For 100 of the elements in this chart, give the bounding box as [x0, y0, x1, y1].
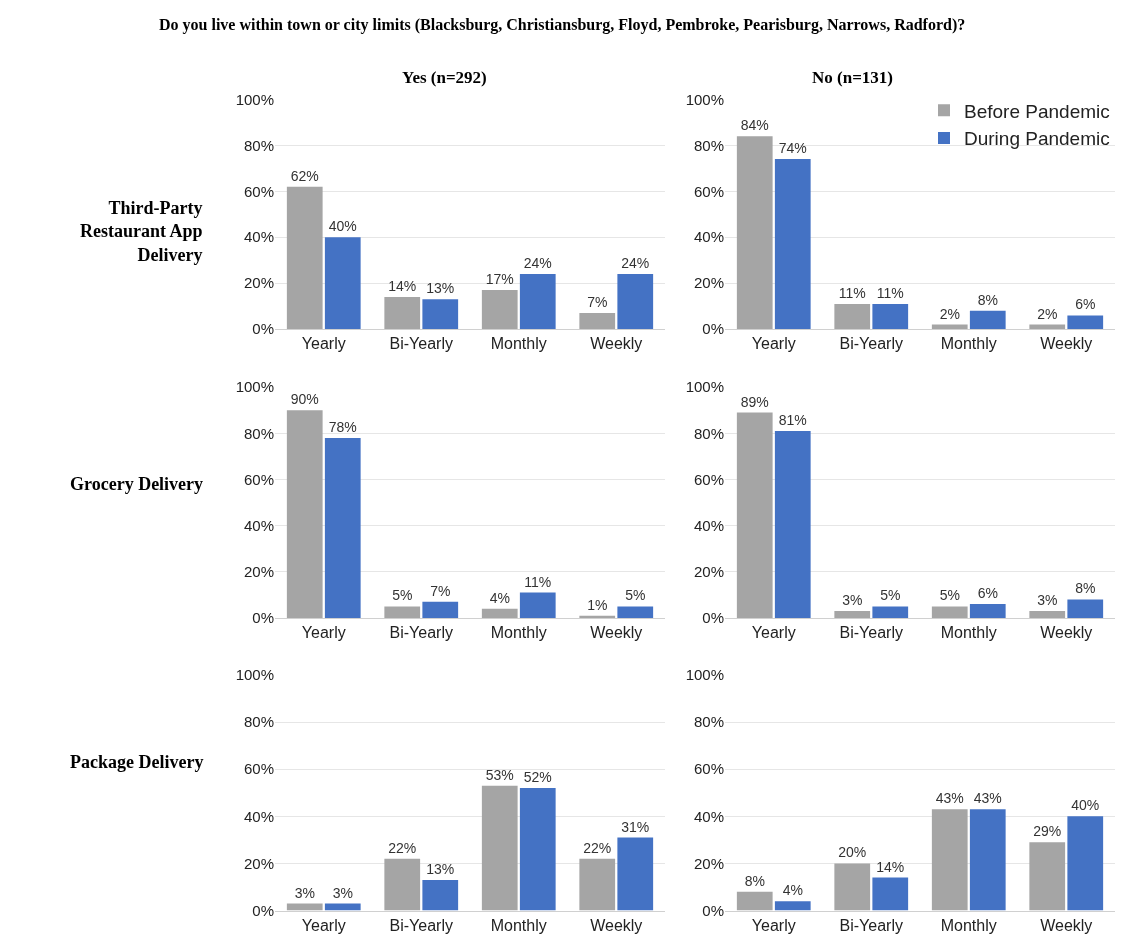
y-tick-label: 60% [243, 182, 274, 200]
bar [519, 592, 556, 618]
bar [931, 606, 968, 618]
bar [481, 290, 518, 330]
y-tick-label: 80% [693, 136, 724, 154]
x-tick-label: Weekly [590, 335, 643, 353]
x-tick-label: Monthly [940, 916, 997, 934]
y-axis-title: Package Delivery [70, 752, 204, 772]
data-label: 11% [524, 573, 552, 590]
data-label: 74% [778, 140, 807, 157]
data-label: 89% [740, 393, 769, 410]
x-tick-label: Bi-Yearly [389, 916, 453, 934]
data-label: 8% [1075, 580, 1096, 597]
bar [969, 604, 1006, 618]
bar [422, 601, 459, 618]
data-label: 20% [838, 844, 867, 861]
bar [931, 809, 968, 911]
x-tick-label: Yearly [301, 335, 346, 353]
data-label: 78% [328, 418, 357, 435]
data-label: 4% [489, 589, 510, 606]
x-tick-label: Bi-Yearly [839, 916, 903, 934]
x-tick-label: Monthly [490, 916, 547, 934]
y-axis-title: Grocery Delivery [70, 474, 204, 494]
data-label: 13% [426, 860, 455, 877]
legend-label: Before Pandemic [964, 100, 1110, 122]
data-label: 3% [842, 592, 863, 609]
x-tick-label: Weekly [590, 916, 643, 934]
x-tick-label: Monthly [490, 335, 547, 353]
data-label: 22% [583, 839, 612, 856]
legend-label: During Pandemic [964, 128, 1110, 150]
x-tick-label: Bi-Yearly [389, 335, 453, 353]
y-tick-label: 20% [243, 274, 274, 292]
data-label: 4% [782, 882, 803, 899]
y-tick-label: 20% [243, 854, 274, 872]
y-tick-label: 80% [243, 136, 274, 154]
bar [834, 303, 871, 330]
data-label: 5% [392, 587, 413, 604]
bar [834, 863, 871, 911]
data-label: 62% [290, 167, 319, 184]
y-tick-label: 60% [693, 182, 724, 200]
x-tick-label: Yearly [751, 335, 796, 353]
data-label: 7% [587, 294, 608, 311]
y-tick-label: 100% [685, 378, 724, 396]
y-tick-label: 0% [702, 320, 724, 338]
y-axis-title: Third-Party Restaurant App Delivery [80, 198, 203, 265]
y-tick-label: 20% [693, 563, 724, 581]
x-tick-label: Yearly [301, 624, 346, 642]
y-tick-label: 20% [243, 563, 274, 581]
bar [736, 136, 773, 330]
data-label: 7% [430, 582, 451, 599]
y-tick-label: 100% [235, 666, 274, 684]
data-label: 90% [290, 391, 319, 408]
data-label: 6% [977, 585, 998, 602]
x-tick-label: Yearly [301, 916, 346, 934]
data-label: 8% [744, 872, 765, 889]
data-label: 13% [426, 280, 455, 297]
bar [1067, 816, 1104, 911]
data-label: 84% [740, 117, 769, 134]
data-label: 43% [973, 790, 1002, 807]
y-tick-label: 40% [243, 228, 274, 246]
data-label: 14% [876, 858, 905, 875]
bar [519, 274, 556, 330]
data-label: 24% [523, 255, 552, 272]
y-tick-label: 60% [693, 760, 724, 778]
y-tick-label: 40% [693, 516, 724, 534]
y-tick-label: 80% [693, 424, 724, 442]
y-tick-label: 80% [243, 424, 274, 442]
y-tick-label: 40% [693, 807, 724, 825]
data-label: 40% [1071, 797, 1100, 814]
data-label: 8% [977, 291, 998, 308]
chart-subtitle: No (n=131) [812, 68, 893, 87]
bar [384, 297, 421, 330]
x-tick-label: Monthly [940, 624, 997, 642]
y-tick-label: 20% [693, 274, 724, 292]
y-tick-label: 40% [693, 228, 724, 246]
bar [286, 186, 323, 330]
chart-title: Do you live within town or city limits (Blacksburg, Christiansburg, Floyd, Pembroke, Pearisburg, Narrows, Radford)? [159, 16, 966, 34]
data-label: 3% [332, 884, 353, 901]
data-label: 52% [523, 769, 552, 786]
data-label: 24% [621, 255, 650, 272]
y-tick-label: 80% [243, 713, 274, 731]
bar [774, 159, 811, 330]
bar [579, 858, 616, 911]
bar [969, 310, 1006, 330]
bar [969, 809, 1006, 911]
bar [834, 611, 871, 618]
bar [1067, 315, 1104, 330]
data-label: 6% [1075, 296, 1096, 313]
bar [286, 410, 323, 618]
data-label: 31% [621, 818, 650, 835]
data-label: 40% [328, 218, 357, 235]
x-tick-label: Bi-Yearly [839, 624, 903, 642]
bar [1029, 842, 1066, 911]
x-tick-label: Yearly [751, 916, 796, 934]
data-label: 11% [876, 284, 904, 301]
y-tick-label: 20% [693, 854, 724, 872]
bar [579, 313, 616, 330]
data-label: 3% [294, 884, 315, 901]
bar [774, 430, 811, 618]
data-label: 43% [935, 790, 964, 807]
